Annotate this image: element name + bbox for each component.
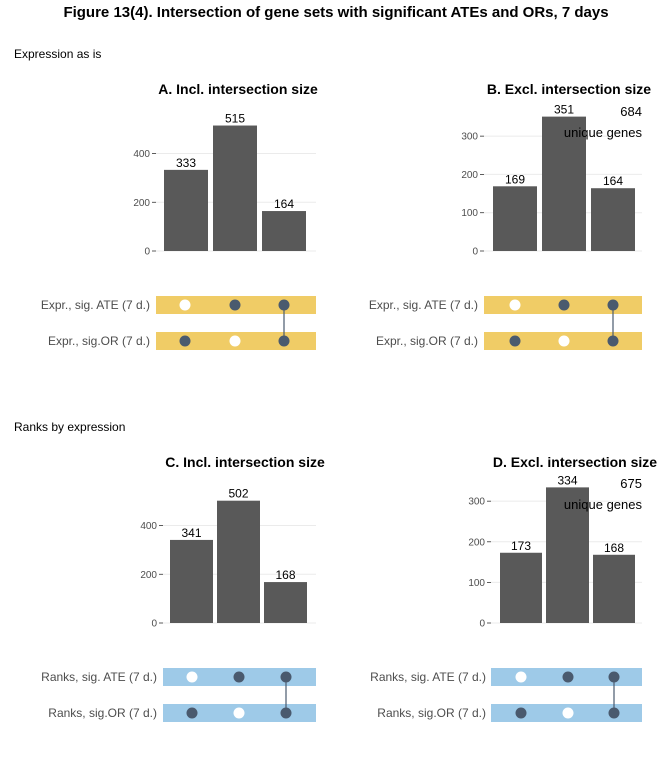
- panel-b-dot-r1-c2: [558, 299, 570, 311]
- panel-c-dot-r2-c1: [186, 707, 198, 719]
- panel-d-dot-r1-c1: [515, 671, 527, 683]
- panel-c-dot-r2-c3: [280, 707, 292, 719]
- panel-d-unique-total: 675: [620, 476, 642, 491]
- panel-d-tick-label: 0: [479, 619, 485, 630]
- panel-d-dot-r2-c3: [608, 707, 620, 719]
- panel-d-set-label-2: Ranks, sig.OR (7 d.): [377, 706, 486, 720]
- panel-d-unique-text: unique genes: [564, 497, 643, 512]
- panel-d-dot-r1-c2: [562, 671, 574, 683]
- panel-b-title: B. Excl. intersection size: [487, 81, 651, 97]
- panel-b-bar-3: [591, 188, 635, 251]
- panel-a-bar-label-1: 333: [176, 156, 196, 170]
- panel-c-dot-r1-c1: [186, 671, 198, 683]
- panel-b-unique-text: unique genes: [564, 125, 643, 140]
- panel-a-bar-label-3: 164: [274, 197, 294, 211]
- panel-b-dot-r2-c2: [558, 335, 570, 347]
- panel-a-dot-r1-c1: [179, 299, 191, 311]
- panel-a-tick-label: 400: [133, 149, 150, 160]
- panel-c-tick-label: 200: [140, 570, 157, 581]
- panel-b-tick-label: 300: [461, 132, 478, 143]
- panel-a-dot-r1-c3: [278, 299, 290, 311]
- panel-c-set-label-2: Ranks, sig.OR (7 d.): [48, 706, 157, 720]
- panel-a-bar-label-2: 515: [225, 112, 245, 126]
- panel-b-dot-r2-c1: [509, 335, 521, 347]
- panel-b-tick-label: 0: [472, 247, 478, 258]
- panel-c-bar-label-3: 168: [275, 568, 295, 582]
- panel-a-set-label-1: Expr., sig. ATE (7 d.): [41, 298, 150, 312]
- panel-b-bar-label-2: 351: [554, 103, 574, 117]
- panel-b-bar-label-1: 169: [505, 172, 525, 186]
- panel-a-tick-label: 200: [133, 198, 150, 209]
- panel-d-bar-1: [500, 552, 542, 623]
- panel-b-bar-1: [493, 186, 537, 251]
- panel-b-bar-2: [542, 116, 586, 251]
- panel-d-dot-r2-c1: [515, 707, 527, 719]
- figure-title: Figure 13(4). Intersection of gene sets …: [63, 4, 609, 21]
- panel-a-bar-2: [213, 125, 257, 251]
- panel-a-set-label-2: Expr., sig.OR (7 d.): [48, 334, 150, 348]
- panel-d-tick-label: 100: [468, 578, 485, 589]
- panel-c-bar-3: [264, 582, 307, 623]
- panel-c-bar-1: [170, 539, 213, 623]
- panel-a-dot-r1-c2: [229, 299, 241, 311]
- panel-b-dot-r1-c3: [607, 299, 619, 311]
- panel-d-bar-label-1: 173: [511, 539, 531, 553]
- panel-b-bar-label-3: 164: [603, 174, 623, 188]
- panel-c-bar-2: [217, 500, 260, 623]
- panel-b-tick-label: 200: [461, 170, 478, 181]
- panel-b-set-label-2: Expr., sig.OR (7 d.): [376, 334, 478, 348]
- panel-d-tick-label: 200: [468, 537, 485, 548]
- panel-c-title: C. Incl. intersection size: [165, 454, 325, 470]
- panel-d-dot-r2-c2: [562, 707, 574, 719]
- panel-b-set-label-1: Expr., sig. ATE (7 d.): [369, 298, 478, 312]
- panel-b-tick-label: 100: [461, 208, 478, 219]
- panel-c-bar-label-1: 341: [181, 526, 201, 540]
- section-label-expression: Expression as is: [14, 47, 102, 61]
- panel-d-bar-label-3: 168: [604, 541, 624, 555]
- panel-c-dot-r1-c3: [280, 671, 292, 683]
- panel-b-dot-r1-c1: [509, 299, 521, 311]
- panel-d-bar-3: [593, 554, 635, 623]
- panel-d-tick-label: 300: [468, 497, 485, 508]
- panel-d-bar-label-2: 334: [557, 473, 577, 487]
- panel-c-dot-r2-c2: [233, 707, 245, 719]
- panel-a-bar-1: [164, 169, 208, 251]
- panel-a-dot-r2-c2: [229, 335, 241, 347]
- panel-b-unique-total: 684: [620, 104, 642, 119]
- panel-d-set-label-1: Ranks, sig. ATE (7 d.): [370, 670, 486, 684]
- panel-c-bar-label-2: 502: [228, 487, 248, 501]
- panel-a-title: A. Incl. intersection size: [158, 81, 318, 97]
- panel-a-tick-label: 0: [144, 247, 150, 258]
- panel-d-bar-2: [546, 487, 589, 623]
- panel-a-dot-r2-c1: [179, 335, 191, 347]
- panel-c-dot-r1-c2: [233, 671, 245, 683]
- panel-b-dot-r2-c3: [607, 335, 619, 347]
- panel-a-dot-r2-c3: [278, 335, 290, 347]
- panel-c-set-label-1: Ranks, sig. ATE (7 d.): [41, 670, 157, 684]
- panel-d-dot-r1-c3: [608, 671, 620, 683]
- panel-c-tick-label: 400: [140, 521, 157, 532]
- panel-c-tick-label: 0: [151, 619, 157, 630]
- panel-a-bar-3: [262, 211, 306, 251]
- panel-d-title: D. Excl. intersection size: [493, 454, 657, 470]
- section-label-ranks: Ranks by expression: [14, 420, 126, 434]
